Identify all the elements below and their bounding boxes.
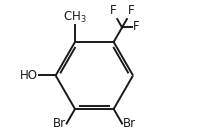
Text: F: F	[110, 4, 117, 17]
Text: HO: HO	[20, 69, 38, 82]
Text: CH$_3$: CH$_3$	[63, 10, 87, 25]
Text: F: F	[128, 4, 134, 17]
Text: Br: Br	[123, 117, 136, 130]
Text: Br: Br	[53, 117, 66, 130]
Text: F: F	[133, 20, 140, 33]
